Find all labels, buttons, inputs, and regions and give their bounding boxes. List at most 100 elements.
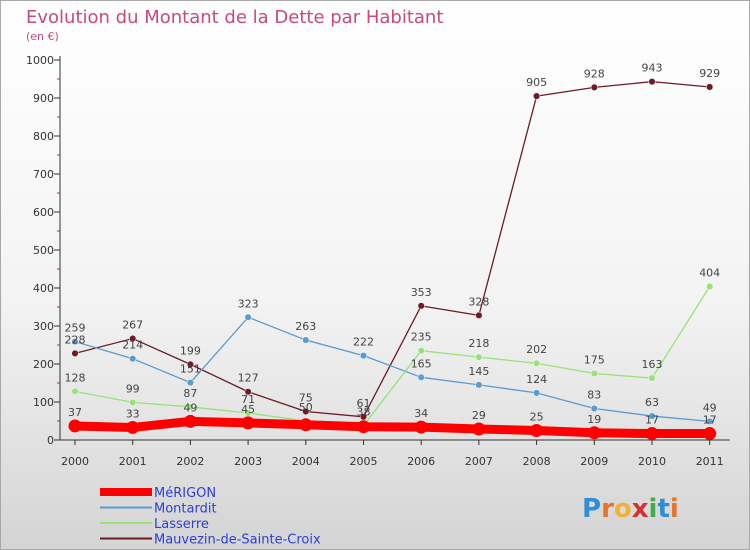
data-point-mauvezin-de-sainte-croix <box>475 311 483 319</box>
data-point-lasserre <box>706 282 714 291</box>
y-tick-label: 300 <box>33 320 54 333</box>
data-label-mauvezin-de-sainte-croix: 928 <box>584 67 605 80</box>
series-points <box>68 78 717 441</box>
data-label-mauvezin-de-sainte-croix: 905 <box>526 76 547 89</box>
data-point-montardit <box>71 338 79 346</box>
data-point-mauvezin-de-sainte-croix <box>706 83 714 91</box>
data-point-lasserre <box>186 403 194 411</box>
data-point-montardit <box>186 379 194 387</box>
x-tick-label: 2003 <box>234 455 262 468</box>
data-label-lasserre: 87 <box>183 387 197 400</box>
x-tick-label: 2010 <box>638 455 666 468</box>
chart-title: Evolution du Montant de la Dette par Hab… <box>26 7 443 28</box>
series-line-montardit <box>74 316 711 423</box>
data-point-lasserre <box>648 374 656 382</box>
data-label-merigon: 34 <box>414 407 428 420</box>
data-label-lasserre: 163 <box>642 358 663 371</box>
data-label-montardit: 83 <box>587 388 601 401</box>
data-point-lasserre <box>244 409 252 417</box>
data-label-mauvezin-de-sainte-croix: 61 <box>357 397 371 410</box>
chart-subtitle: (en €) <box>26 30 59 43</box>
legend-label-mauvezin-de-sainte-croix: Mauvezin-de-Sainte-Croix <box>154 533 321 548</box>
data-label-merigon: 17 <box>703 414 717 427</box>
series-lines <box>70 81 715 439</box>
legend: MéRIGONMontarditLasserreMauvezin-de-Sain… <box>100 486 321 548</box>
x-tick-label: 2008 <box>523 455 551 468</box>
data-point-mauvezin-de-sainte-croix <box>359 413 368 421</box>
data-label-merigon: 33 <box>126 407 140 420</box>
data-label-merigon: 45 <box>241 403 255 416</box>
x-tick-label: 2001 <box>119 455 147 468</box>
y-tick-label: 200 <box>33 358 54 371</box>
legend-label-merigon: MéRIGON <box>154 486 216 501</box>
data-point-mauvezin-de-sainte-croix <box>71 349 79 357</box>
y-tick-label: 100 <box>33 396 54 409</box>
data-label-montardit: 263 <box>295 320 316 333</box>
data-label-montardit: 222 <box>353 336 374 349</box>
data-point-mauvezin-de-sainte-croix <box>648 78 656 86</box>
data-point-merigon <box>183 414 197 428</box>
legend-label-montardit: Montardit <box>154 502 217 517</box>
data-label-lasserre: 128 <box>65 371 86 384</box>
data-label-mauvezin-de-sainte-croix: 75 <box>299 392 313 405</box>
data-label-montardit: 214 <box>122 339 143 352</box>
y-tick-label: 600 <box>33 206 54 219</box>
data-point-merigon <box>645 427 659 441</box>
data-label-montardit: 63 <box>645 396 659 409</box>
data-point-montardit <box>302 336 310 344</box>
data-label-montardit: 259 <box>65 322 86 335</box>
data-label-lasserre: 202 <box>526 343 547 356</box>
data-point-merigon <box>357 420 370 434</box>
data-point-montardit <box>417 373 425 381</box>
data-label-montardit: 145 <box>468 365 489 378</box>
data-point-montardit <box>244 313 252 321</box>
x-tick-label: 2000 <box>61 455 89 468</box>
x-tick-label: 2002 <box>176 455 204 468</box>
data-point-lasserre <box>417 347 425 355</box>
y-tick-label: 700 <box>33 168 54 181</box>
data-label-montardit: 323 <box>238 297 259 310</box>
data-label-mauvezin-de-sainte-croix: 929 <box>699 67 720 80</box>
data-point-mauvezin-de-sainte-croix <box>186 360 194 368</box>
proxiti-logo-text: Proxiti <box>582 494 679 524</box>
data-label-mauvezin-de-sainte-croix: 127 <box>238 372 259 385</box>
data-point-merigon <box>299 418 313 432</box>
x-tick-label: 2004 <box>292 455 320 468</box>
data-label-lasserre: 50 <box>299 401 313 414</box>
data-label-lasserre: 235 <box>411 331 432 344</box>
data-point-montardit <box>648 412 656 420</box>
data-point-merigon <box>126 420 140 434</box>
data-point-merigon <box>472 422 486 436</box>
data-point-merigon <box>587 426 601 440</box>
data-label-mauvezin-de-sainte-croix: 328 <box>468 295 489 308</box>
data-label-merigon: 49 <box>183 401 197 414</box>
data-point-montardit <box>533 389 541 397</box>
data-label-mauvezin-de-sainte-croix: 943 <box>642 62 663 75</box>
x-tick-label: 2009 <box>580 455 608 468</box>
data-label-merigon: 19 <box>587 413 601 426</box>
y-tick-label: 0 <box>47 434 54 447</box>
y-tick-label: 400 <box>33 282 54 295</box>
data-point-montardit <box>706 417 714 425</box>
data-label-lasserre: 38 <box>357 406 371 419</box>
x-tick-label: 2006 <box>407 455 435 468</box>
series-line-lasserre <box>74 285 711 427</box>
data-label-lasserre: 404 <box>699 266 720 279</box>
data-label-mauvezin-de-sainte-croix: 267 <box>122 319 143 332</box>
data-point-merigon <box>68 419 82 433</box>
series-line-mauvezin-de-sainte-croix <box>74 81 711 418</box>
y-tick-label: 800 <box>33 130 54 143</box>
data-label-merigon: 25 <box>530 411 544 424</box>
data-label-montardit: 124 <box>526 373 547 386</box>
data-label-montardit: 151 <box>180 363 201 376</box>
data-label-merigon: 37 <box>68 406 82 419</box>
data-point-merigon <box>414 420 428 434</box>
data-point-lasserre <box>129 398 137 406</box>
legend-label-lasserre: Lasserre <box>154 517 209 532</box>
data-point-montardit <box>475 381 483 389</box>
x-tick-label: 2005 <box>350 455 378 468</box>
data-point-merigon <box>530 424 544 437</box>
x-tick-label: 2011 <box>696 455 724 468</box>
data-point-mauvezin-de-sainte-croix <box>417 302 425 310</box>
